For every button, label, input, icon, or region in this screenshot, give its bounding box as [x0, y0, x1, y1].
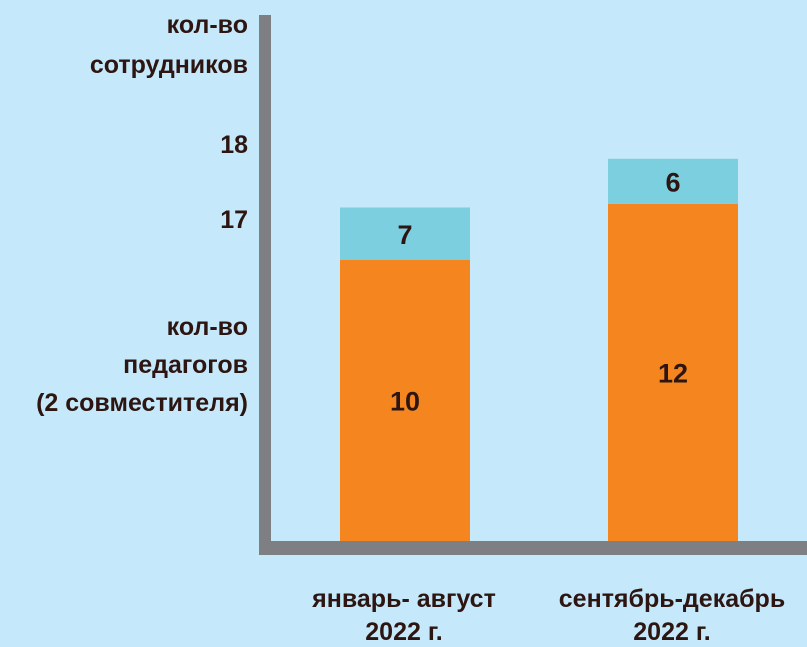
category-label-line1: сентябрь-декабрь — [559, 585, 785, 613]
category-label-line2: 2022 г. — [365, 618, 442, 646]
y-label-mid-line2: педагогов — [123, 351, 248, 379]
data-label: 12 — [658, 358, 688, 388]
y-label-top-line1: кол-во — [167, 11, 248, 39]
data-label: 10 — [390, 387, 420, 417]
x-axis — [259, 541, 807, 555]
bar-segment-other — [608, 158, 738, 204]
data-label: 7 — [397, 220, 412, 250]
bar-segment-teachers — [340, 260, 470, 541]
y-label-mid-line3: (2 совместителя) — [36, 389, 248, 417]
y-label-mid-line1: кол-во — [167, 313, 248, 341]
y-tick-label: 18 — [220, 131, 248, 159]
y-axis — [259, 15, 271, 555]
category-label-line1: январь- август — [311, 585, 496, 613]
y-tick-label: 17 — [220, 206, 248, 234]
data-label: 6 — [665, 167, 680, 197]
category-label-line2: 2022 г. — [633, 618, 710, 646]
y-label-top-line2: сотрудников — [90, 51, 248, 79]
bar-segment-other — [340, 207, 470, 260]
bar-segment-teachers — [608, 203, 738, 542]
bars-group: 10 7 12 6 — [340, 158, 738, 542]
